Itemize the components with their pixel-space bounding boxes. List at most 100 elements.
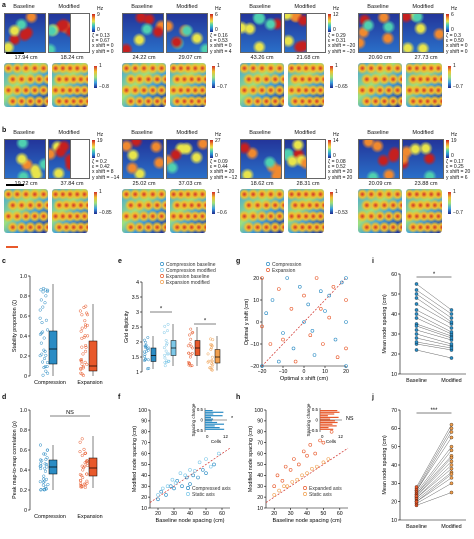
node-spacing-modified: 37.03 cm [178,181,202,187]
data-point [164,349,168,353]
x-tick-label: 20 [343,369,349,375]
y-tick-label: 4 [136,280,139,286]
data-point [143,358,147,362]
y-axis-label: Mean node spacing (cm) [382,435,388,495]
node-spacing-baseline: 43.26 cm [250,55,274,61]
modified-label: Modified [58,4,80,10]
data-point [449,435,454,440]
data-point [45,364,49,369]
y-tick-label: 0 [24,508,27,514]
box [214,349,221,364]
baseline-autocorrelogram [358,189,402,233]
pair-line [416,297,452,323]
y-tick-label: 0.6 [20,314,27,320]
data-point [285,276,290,280]
legend-marker [186,492,190,496]
y-tick-label: 40 [391,312,397,318]
data-point [217,451,221,456]
stat-line: x shift = 8 [92,169,114,176]
x-tick-label: 60 [337,511,343,517]
data-point [344,364,348,368]
modified-label: Modified [176,4,198,10]
data-point [156,497,160,502]
stat-line: x shift = 20 [210,169,235,176]
pair-line [416,325,452,339]
significance-label: *** [430,408,438,414]
data-point [414,336,419,340]
colorbar-min: 0 [333,27,336,33]
data-point [80,345,84,349]
data-point [170,477,175,482]
data-point [46,288,50,292]
data-point [318,438,322,443]
colorbar-min: 0 [333,153,336,159]
modified-rate-map [166,139,208,179]
node-spacing-modified: 28.31 cm [296,181,320,187]
baseline-label: Baseline [249,130,271,136]
colorbar-unit: Hz [97,6,104,12]
data-point [165,352,169,356]
rate-colorbar [446,14,449,32]
r-max: 1 [453,189,456,195]
baseline-rate-map [4,13,46,53]
inset-bar [320,416,339,418]
data-point [147,346,151,350]
data-point [315,464,319,469]
data-point [414,302,419,306]
data-point [189,353,193,357]
inset-bar [205,425,215,427]
data-point [260,324,264,329]
baseline-label: Baseline [13,4,35,10]
data-point [449,448,454,453]
y-tick-label: 2 [136,340,139,346]
data-point [260,276,264,280]
data-point [38,316,42,320]
data-point [305,453,309,458]
inset-bar [320,410,338,412]
y-tick-label: 50 [391,444,397,450]
data-point [310,466,314,471]
data-point [82,305,86,310]
data-point [41,305,45,309]
data-point [46,482,50,487]
y-tick-label: 2.5 [132,325,139,331]
data-point [143,344,147,348]
y-tick-label: 70 [257,440,263,446]
data-point [163,324,167,328]
y-tick-label: 50 [257,462,263,468]
category-label: Baseline [406,378,427,384]
inset-bar [320,413,335,415]
data-point [414,316,419,320]
data-point [191,330,195,334]
data-point [39,488,43,492]
data-point [201,468,205,472]
data-point [210,359,214,363]
rate-colorbar [328,140,331,158]
data-point [44,485,48,489]
baseline-label: Baseline [131,4,153,10]
baseline-autocorrelogram [122,63,166,107]
y-tick-label: 40 [141,473,147,479]
data-point [290,480,295,484]
modified-autocorrelogram [52,189,88,233]
pair-line [416,461,452,497]
identity-line [261,277,347,367]
data-point [167,352,171,356]
pair-line [416,323,452,337]
node-spacing-baseline: 25.02 cm [132,181,156,187]
data-point [344,276,348,280]
data-point [43,349,47,353]
data-point [207,359,211,363]
data-point [292,457,296,461]
pair-line [416,303,452,325]
data-point [212,462,216,467]
data-point [281,337,285,342]
data-point [81,476,85,480]
stat-line: y shift = 0 [446,48,468,55]
modified-label: Modified [294,4,316,10]
data-point [85,479,89,483]
data-point [83,334,87,338]
data-point [449,463,454,467]
colorbar-max: 9 [97,12,100,18]
